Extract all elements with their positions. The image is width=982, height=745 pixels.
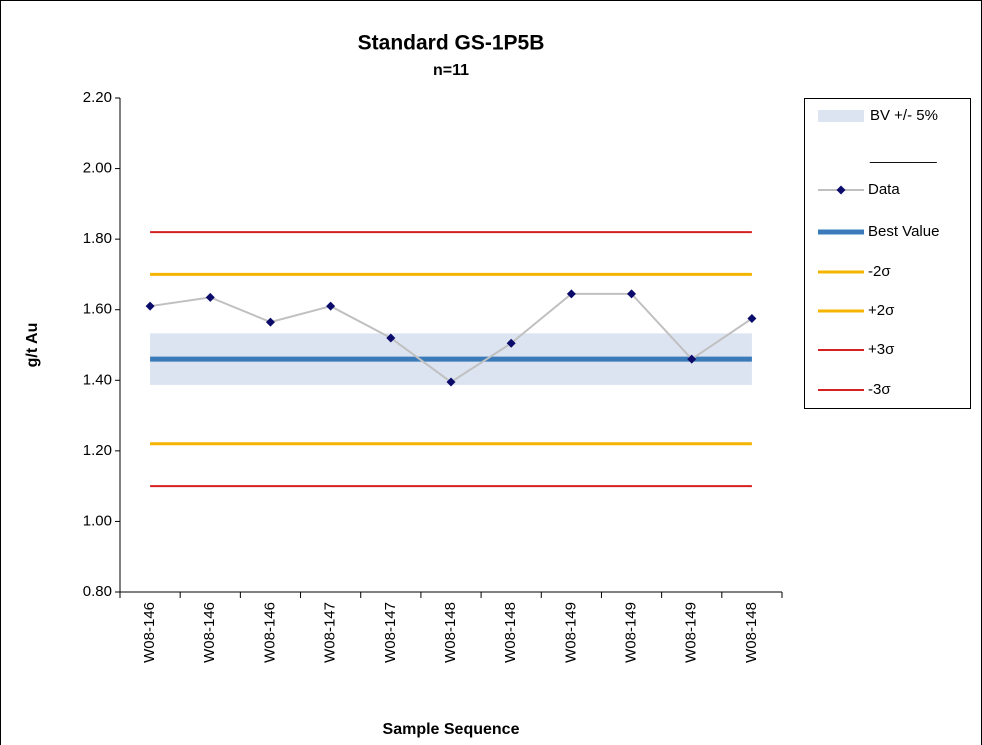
legend-label: -2σ	[868, 263, 891, 280]
x-tick-label: W08-146	[201, 602, 218, 663]
legend-box	[804, 98, 971, 409]
data-point	[446, 377, 456, 387]
x-tick-label: W08-148	[442, 602, 459, 663]
x-tick-label: W08-149	[562, 602, 579, 663]
data-point	[145, 301, 155, 311]
x-tick-label: W08-147	[322, 602, 339, 663]
y-tick-label: 1.00	[83, 512, 112, 529]
chart-title: Standard GS-1P5B	[358, 32, 545, 55]
x-tick-label: W08-147	[382, 602, 399, 663]
chart-subtitle: n=11	[433, 62, 469, 79]
data-point	[265, 317, 275, 327]
data-point	[205, 292, 215, 302]
y-tick-label: 1.60	[83, 301, 112, 318]
y-tick-label: 2.20	[83, 89, 112, 106]
legend-label: -3σ	[868, 381, 891, 398]
data-point	[386, 333, 396, 343]
legend-swatch	[818, 110, 864, 122]
data-point	[627, 289, 637, 299]
legend-separator: ________	[869, 147, 937, 164]
data-point	[687, 354, 697, 364]
x-tick-label: W08-149	[683, 602, 700, 663]
x-tick-label: W08-148	[502, 602, 519, 663]
y-tick-label: 1.40	[83, 371, 112, 388]
legend-label: Data	[868, 181, 900, 198]
x-axis-title: Sample Sequence	[383, 721, 520, 738]
legend-label: BV +/- 5%	[870, 107, 938, 124]
x-tick-label: W08-149	[623, 602, 640, 663]
y-tick-label: 1.80	[83, 230, 112, 247]
legend-marker	[836, 185, 846, 195]
data-point	[326, 301, 336, 311]
data-point	[506, 338, 516, 348]
x-tick-label: W08-146	[261, 602, 278, 663]
x-tick-label: W08-146	[141, 602, 158, 663]
data-point	[566, 289, 576, 299]
y-tick-label: 0.80	[83, 583, 112, 600]
y-axis-title: g/t Au	[24, 323, 41, 368]
y-tick-label: 1.20	[83, 442, 112, 459]
data-point	[747, 314, 757, 324]
legend-label: +2σ	[868, 302, 895, 319]
legend-label: Best Value	[868, 223, 939, 240]
y-tick-label: 2.00	[83, 160, 112, 177]
x-tick-label: W08-148	[743, 602, 760, 663]
legend-label: +3σ	[868, 341, 895, 358]
